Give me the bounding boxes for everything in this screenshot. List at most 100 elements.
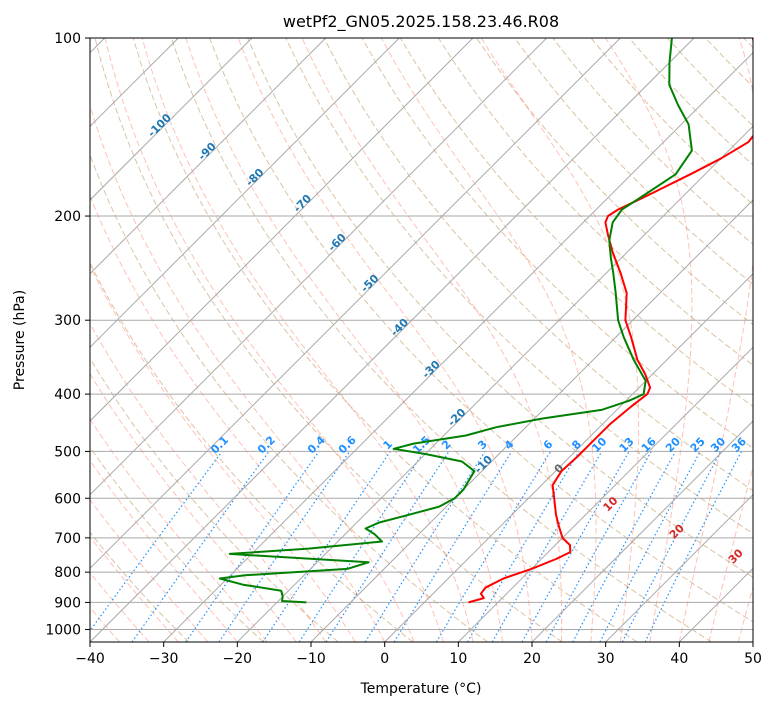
moist-adiabat-line [380, 38, 597, 642]
moist-adiabat-line [90, 498, 209, 642]
temperature-line [468, 38, 753, 604]
y-tick-label: 600 [54, 491, 81, 507]
y-tick-label: 800 [54, 565, 81, 581]
mixing-ratio-line [90, 451, 223, 632]
moist-adiabat-line [737, 585, 753, 642]
y-tick-label: 500 [54, 444, 81, 460]
dry-adiabats [90, 38, 753, 642]
moist-adiabat-line [301, 38, 563, 642]
dry-adiabat-line [90, 153, 488, 642]
y-tick-label: 900 [54, 595, 81, 611]
dry-adiabat-line [247, 38, 753, 578]
mixing-ratio-line [545, 451, 652, 642]
moist-adiabat-line [90, 536, 179, 642]
dry-adiabat-line [94, 38, 563, 642]
isotherm-label: -100 [145, 111, 174, 140]
dry-adiabat-line [399, 38, 753, 408]
mixing-ratio-label: 0.4 [305, 433, 328, 456]
y-tick-label: 300 [54, 313, 81, 329]
y-tick-label: 400 [54, 387, 81, 403]
isotherm-line [531, 420, 753, 642]
x-axis: −40 −30 −20 −10 0 10 20 30 40 50 [75, 642, 762, 667]
dry-adiabat-line [590, 38, 753, 206]
mixing-ratio-line [435, 451, 552, 642]
isotherm-line [90, 38, 695, 642]
y-axis-title: Pressure (hPa) [12, 290, 28, 390]
mixing-ratio-line [298, 451, 425, 642]
moist-adiabat-line [90, 418, 268, 642]
mixing-ratio-line [644, 451, 743, 642]
x-tick-label: 40 [670, 651, 688, 667]
isotherm-line [605, 493, 753, 642]
x-tick-label: −40 [75, 651, 105, 667]
isotherm-line [90, 38, 474, 422]
moist-adiabat-label: 30 [726, 546, 746, 566]
isotherm-line [678, 567, 753, 642]
moist-adiabat-line [90, 459, 238, 642]
y-axis: 100 200 300 400 500 600 700 800 900 1000 [45, 31, 90, 638]
mixing-ratio-label: 25 [688, 435, 708, 455]
isotherm-line [310, 199, 753, 642]
moist-adiabat-line [237, 38, 533, 642]
x-tick-label: −30 [149, 651, 179, 667]
isotherm-line [163, 51, 753, 642]
moist-adiabat-line [90, 194, 386, 642]
dry-adiabat-line [90, 446, 264, 642]
y-tick-label: 200 [54, 209, 81, 225]
x-tick-label: 0 [380, 651, 389, 667]
isotherm-line [752, 641, 753, 642]
isotherm-label: -70 [291, 192, 314, 215]
x-tick-label: 20 [523, 651, 541, 667]
isotherm-line [90, 38, 400, 349]
x-tick-label: 10 [449, 651, 467, 667]
mixing-ratio-label: 0.2 [255, 433, 278, 456]
dry-adiabat-line [209, 38, 753, 623]
dry-adiabat-line [667, 38, 753, 127]
mixing-ratio-line [325, 451, 450, 642]
dry-adiabat-line [743, 38, 753, 49]
mixing-ratio-label: 13 [617, 435, 637, 455]
series-lines [218, 38, 753, 604]
mixing-ratio-line [621, 451, 722, 642]
moist-adiabat-line [480, 38, 640, 642]
mixing-ratio-line [262, 451, 391, 642]
isotherm-label: -20 [445, 406, 468, 429]
mixing-ratio-line [466, 451, 580, 642]
isotherm-label: -80 [243, 166, 266, 189]
mixing-ratio-line [572, 451, 677, 642]
isotherm-line [90, 38, 253, 201]
moist-adiabat-line [605, 38, 693, 642]
dry-adiabat-line [90, 261, 414, 642]
dry-adiabat-line [90, 357, 339, 642]
isobars [90, 38, 753, 630]
moist-adiabat-line [678, 38, 753, 642]
moist-adiabat-line [185, 38, 503, 642]
chart-title: wetPf2_GN05.2025.158.23.46.R08 [283, 12, 559, 32]
dewpoint-line [218, 38, 693, 604]
x-axis-title: Temperature (°C) [360, 681, 482, 697]
dry-adiabat-line [90, 531, 190, 642]
isotherms [90, 38, 753, 642]
isotherm-label: -30 [420, 358, 443, 381]
isotherm-line [384, 272, 753, 642]
y-tick-label: 700 [54, 531, 81, 547]
plot-area: -100-90-80-70-60-50-40-30-20-10 0.1 0.2 0.… [90, 38, 753, 642]
x-tick-label: 50 [744, 651, 762, 667]
y-tick-label: 1000 [45, 622, 81, 638]
x-tick-label: −10 [296, 651, 326, 667]
isotherm-line [90, 38, 327, 275]
mixing-ratio-line [218, 451, 351, 642]
mixing-ratio-lines [90, 451, 743, 642]
isotherm-line [236, 125, 753, 642]
isotherm-line [457, 346, 753, 642]
isotherm-label: -90 [196, 140, 219, 163]
isotherm-label: -50 [358, 272, 381, 295]
moist-adiabat-line [141, 38, 474, 642]
mixing-ratio-label: 0.1 [208, 433, 231, 456]
dry-adiabat-line [437, 38, 753, 366]
moist-adiabat-line [90, 264, 356, 642]
moist-adiabat-line [104, 38, 445, 642]
isotherm-label: -10 [472, 453, 495, 476]
mixing-ratio-line [393, 451, 513, 642]
